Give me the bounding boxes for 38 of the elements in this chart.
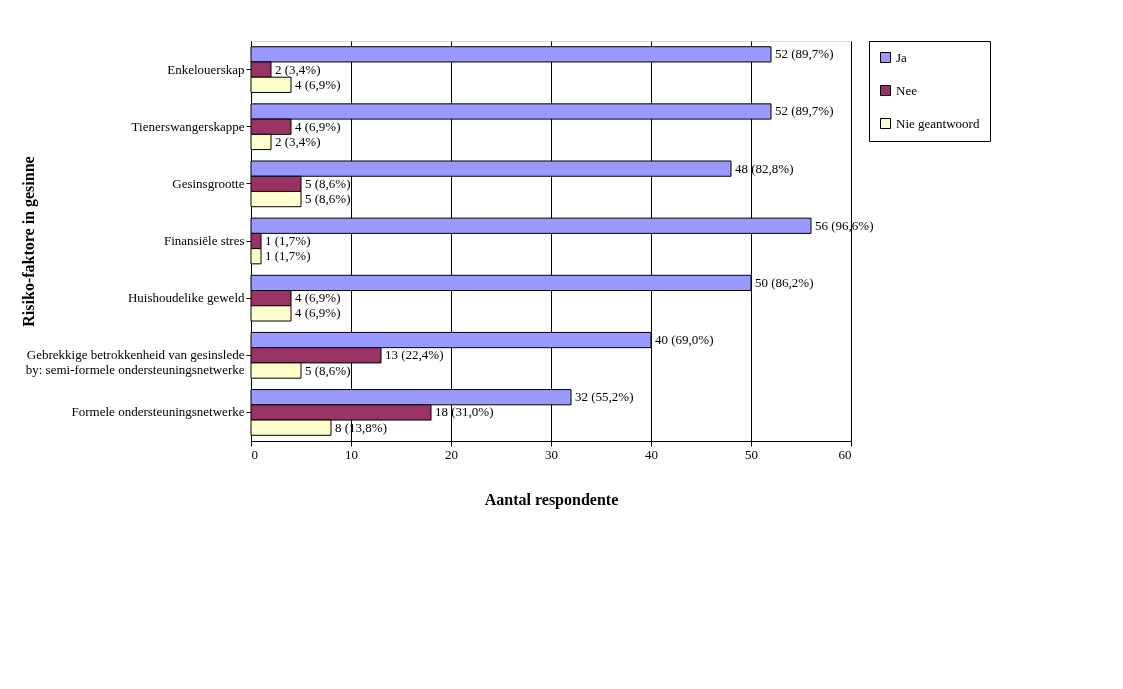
data-label: 1 (1,7%) [265,248,311,264]
x-tick-label: 50 [745,446,758,462]
legend-label: Nie geantwoord [896,115,980,131]
x-axis-title: Aantal respondente [484,490,619,509]
y-tick-label: Enkelouerskap [167,61,245,77]
x-tick-label: 10 [345,446,358,462]
y-tick-label: Tienerswangerskappe [131,118,245,134]
data-label: 4 (6,9%) [295,290,341,306]
x-tick-label: 20 [445,446,458,462]
data-label: 50 (86,2%) [755,274,814,290]
x-tick-label: 30 [545,446,558,462]
data-label: 2 (3,4%) [275,61,321,77]
data-label: 5 (8,6%) [305,362,351,378]
data-label: 52 (89,7%) [775,46,834,62]
y-axis-title: Risiko-faktore in gesinne [19,156,38,327]
data-label: 4 (6,9%) [295,118,341,134]
data-label: 13 (22,4%) [385,347,444,363]
legend-label: Ja [896,49,908,65]
y-tick-label: Gesinsgrootte [172,175,245,191]
y-tick-label: Finansiële stres [163,233,245,248]
data-label: 1 (1,7%) [265,233,311,248]
data-label: 5 (8,6%) [305,191,351,207]
data-label: 40 (69,0%) [655,332,714,348]
x-tick-label: 0 [251,446,258,462]
data-label: 4 (6,9%) [295,76,341,92]
data-label: 52 (89,7%) [775,103,834,119]
data-label: 18 (31,0%) [435,404,494,420]
data-label: 5 (8,6%) [305,175,351,191]
y-tick-label: Huishoudelike geweld [127,290,245,306]
data-label: 4 (6,9%) [295,305,341,321]
y-tick-label: Formele ondersteuningsnetwerke [71,404,245,420]
legend-label: Nee [896,82,918,98]
data-label: 32 (55,2%) [575,389,634,405]
x-tick-label: 40 [645,446,658,462]
data-label: 2 (3,4%) [275,133,321,149]
x-tick-label: 60 [838,446,852,462]
data-label: 48 (82,8%) [735,160,794,176]
y-tick-label: Gebrekkige betrokkenheid van gesinslede by: semi-formele ondersteuningsnetwerke [25,347,245,378]
